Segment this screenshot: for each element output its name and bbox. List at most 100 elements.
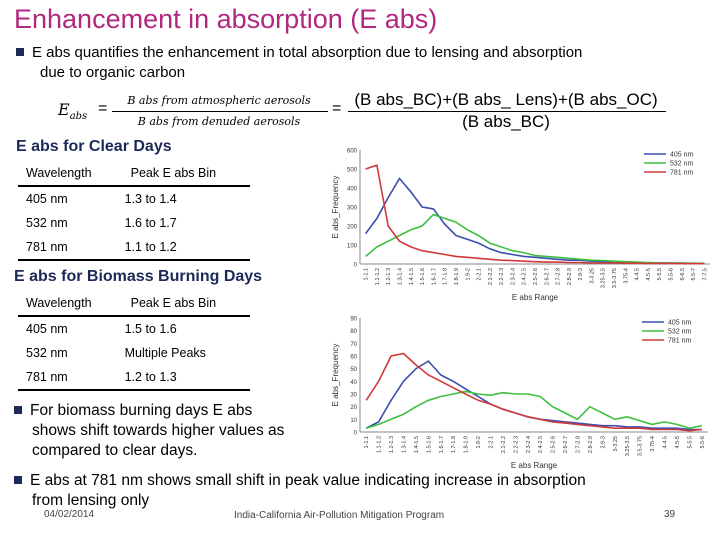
x-tick-label: 1.9-2 <box>465 268 471 281</box>
x-tick-label: 3.25-3.5 <box>601 268 607 288</box>
x-tick-label: 2.3-2.4 <box>526 436 532 453</box>
series-line-532-nm <box>365 390 702 430</box>
table-row: 405 nm 1.3 to 1.4 <box>26 192 177 206</box>
table-row: 781 nm 1.2 to 1.3 <box>18 365 250 391</box>
equation: Eabs = B abs from atmospheric aerosols B… <box>58 90 678 136</box>
x-tick-label: 2.7-2.8 <box>576 436 582 453</box>
legend-label: 532 nm <box>670 161 694 168</box>
y-tick-label: 90 <box>350 317 357 323</box>
legend-label: 405 nm <box>668 320 692 327</box>
x-axis-label: E abs Range <box>512 293 559 302</box>
legend-label: 781 nm <box>668 338 692 345</box>
biomass-days-heading: E abs for Biomass Burning Days <box>14 268 263 285</box>
y-tick-label: 0 <box>354 263 358 269</box>
x-tick-label: 2.6-2.7 <box>544 268 550 285</box>
y-tick-label: 50 <box>350 367 357 373</box>
x-tick-label: 5-5.5 <box>657 268 663 281</box>
x-tick-label: 1.3-1.4 <box>402 436 408 453</box>
x-tick-label: 5.5-6 <box>700 436 706 449</box>
x-tick-label: 7-7.5 <box>702 268 708 281</box>
y-tick-label: 30 <box>350 393 357 399</box>
x-tick-label: 1.5-1.6 <box>426 436 432 453</box>
footer-program: India-California Air-Pollution Mitigatio… <box>234 510 445 521</box>
col-peak: Peak E abs Bin <box>116 161 250 187</box>
y-tick-label: 80 <box>350 329 357 335</box>
series-line-781-nm <box>365 352 702 432</box>
table-row: 532 nm Multiple Peaks <box>26 346 206 360</box>
x-tick-label: 4-4.5 <box>663 436 669 449</box>
x-tick-label: 1.7-1.8 <box>443 268 449 285</box>
x-tick-label: 1.5-1.6 <box>420 268 426 285</box>
x-tick-label: 2.2-2.3 <box>499 268 505 285</box>
equation-numerator: B abs from atmospheric aerosols <box>127 94 311 107</box>
x-tick-label: 2.9-3 <box>600 436 606 449</box>
table-header-row: Wavelength Peak E abs Bin <box>18 291 250 317</box>
x-tick-label: 1-1.1 <box>364 436 370 449</box>
x-tick-label: 1.2-1.3 <box>389 436 395 453</box>
x-tick-label: 2-2.1 <box>489 436 495 449</box>
x-tick-label: 1-1.1 <box>364 268 370 281</box>
x-tick-label: 3-3.25 <box>613 436 619 452</box>
x-tick-label: 3.5-3.75 <box>612 268 618 288</box>
clear-days-chart: 0 100 200 300 400 500 600 E abs_Frequency 1-1.1 1… <box>331 149 710 302</box>
x-tick-label: 2.6-2.7 <box>563 436 569 453</box>
biomass-days-table: Wavelength Peak E abs Bin 405 nm 1.5 to 1… <box>18 291 250 391</box>
lensing-bullet: E abs at 781 nm shows small shift in pea… <box>14 471 714 511</box>
y-tick-label: 10 <box>350 418 357 424</box>
bullet-marker-icon <box>14 476 22 484</box>
x-tick-label: 1.8-1.9 <box>464 436 470 453</box>
page-number: 39 <box>664 509 676 520</box>
y-tick-label: 300 <box>347 206 358 212</box>
y-tick-label: 60 <box>350 355 357 361</box>
equation-lhs: Eabs <box>58 100 88 123</box>
x-tick-label: 1.4-1.5 <box>409 268 415 285</box>
x-tick-label: 2.4-2.5 <box>538 436 544 453</box>
x-tick-label: 4.5-5 <box>646 268 652 281</box>
equation-denominator-2: (B abs_BC) <box>462 112 550 131</box>
y-tick-label: 200 <box>347 225 358 231</box>
clear-days-heading: E abs for Clear Days <box>16 138 172 155</box>
series-line-405-nm <box>364 177 705 265</box>
equation-denominator: B abs from denuded aerosols <box>137 115 301 128</box>
x-tick-label: 4-4.5 <box>635 268 641 281</box>
equation-equals-1: = <box>98 100 108 117</box>
table-header-row: Wavelength Peak E abs Bin <box>18 161 250 187</box>
legend-label: 532 nm <box>668 329 692 336</box>
clear-days-table: Wavelength Peak E abs Bin 405 nm 1.3 to 1… <box>18 161 250 261</box>
x-tick-label: 3.25-3.5 <box>625 436 631 456</box>
biomass-bullet: For biomass burning days E abs shows shi… <box>14 401 344 461</box>
y-tick-label: 70 <box>350 342 357 348</box>
x-tick-label: 1.6-1.7 <box>431 268 437 285</box>
x-tick-label: 5-5.5 <box>687 436 693 449</box>
legend-label: 781 nm <box>670 170 694 177</box>
x-axis-label: E abs Range <box>511 461 558 470</box>
intro-bullet: E abs quantifies the enhancement in tota… <box>16 43 716 83</box>
x-tick-label: 1.6-1.7 <box>439 436 445 453</box>
col-peak: Peak E abs Bin <box>116 291 250 317</box>
series-line-781-nm <box>365 164 705 265</box>
x-tick-label: 1.3-1.4 <box>398 268 404 285</box>
intro-line-2: due to organic carbon <box>40 64 186 81</box>
footer-date: 04/02/2014 <box>44 509 95 520</box>
fraction-bar <box>112 111 328 112</box>
y-tick-label: 600 <box>347 149 358 155</box>
x-tick-label: 2.4-2.5 <box>522 268 528 285</box>
x-tick-label: 2.2-2.3 <box>513 436 519 453</box>
x-tick-label: 4.5-5 <box>675 436 681 449</box>
y-tick-label: 500 <box>347 168 358 174</box>
x-tick-label: 2.1-2.2 <box>501 436 507 453</box>
x-tick-label: 2.8-2.9 <box>567 268 573 285</box>
x-tick-label: 3.5-3.75 <box>638 436 644 456</box>
x-tick-label: 3.75-4 <box>650 436 656 452</box>
x-tick-label: 1.1-1.2 <box>377 436 383 453</box>
col-wavelength: Wavelength <box>18 291 117 317</box>
col-wavelength: Wavelength <box>18 161 117 187</box>
bullet-marker-icon <box>14 406 22 414</box>
x-tick-label: 5.5-6 <box>668 268 674 281</box>
y-tick-label: 100 <box>347 244 358 250</box>
series-line-532-nm <box>365 213 705 265</box>
x-tick-label: 2-2.1 <box>477 268 483 281</box>
x-tick-label: 2.5-2.6 <box>533 268 539 285</box>
table-row: 781 nm 1.1 to 1.2 <box>18 235 250 261</box>
y-axis-label: E abs_Frequency <box>331 176 340 239</box>
